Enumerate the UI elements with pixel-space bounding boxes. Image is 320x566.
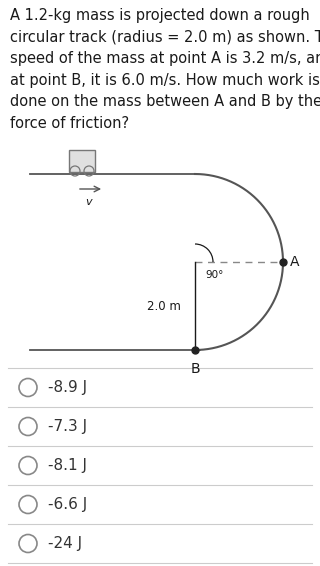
Text: -24 J: -24 J [48,536,82,551]
Text: A: A [290,255,300,269]
Text: v: v [85,197,92,207]
Text: A 1.2-kg mass is projected down a rough
circular track (radius = 2.0 m) as shown: A 1.2-kg mass is projected down a rough … [10,8,320,131]
Text: -8.9 J: -8.9 J [48,380,87,395]
Text: B: B [190,362,200,376]
Text: 90°: 90° [205,270,223,280]
Text: -7.3 J: -7.3 J [48,419,87,434]
FancyBboxPatch shape [69,150,95,172]
Text: -6.6 J: -6.6 J [48,497,87,512]
Text: -8.1 J: -8.1 J [48,458,87,473]
Text: 2.0 m: 2.0 m [147,299,181,312]
